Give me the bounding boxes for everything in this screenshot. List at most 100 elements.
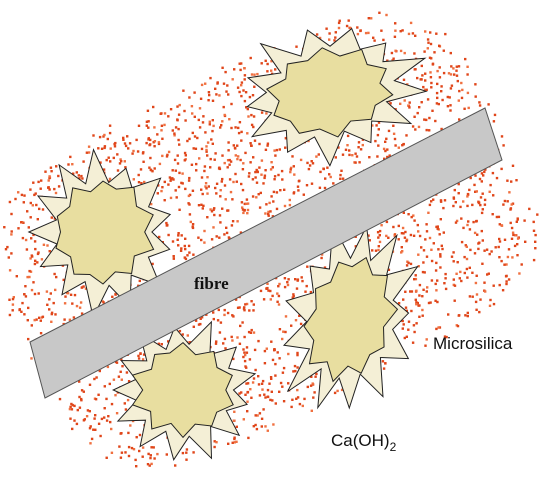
- particle: [270, 195, 272, 197]
- particle: [177, 234, 179, 236]
- particle: [342, 178, 344, 180]
- particle: [455, 221, 457, 223]
- particle: [233, 68, 235, 70]
- particle: [259, 394, 261, 396]
- particle: [149, 464, 151, 466]
- particle: [267, 396, 269, 398]
- particle: [375, 250, 377, 252]
- particle: [160, 113, 162, 115]
- particle: [244, 74, 246, 76]
- particle: [30, 357, 32, 359]
- particle: [212, 100, 214, 102]
- particle: [138, 357, 140, 359]
- particle: [402, 327, 404, 329]
- particle: [447, 313, 449, 315]
- particle: [404, 52, 406, 54]
- particle: [114, 394, 116, 396]
- particle: [235, 441, 237, 443]
- particle: [410, 263, 412, 265]
- particle: [408, 321, 410, 323]
- particle: [243, 336, 245, 338]
- particle: [135, 139, 137, 141]
- fibre-label: fibre: [194, 274, 229, 293]
- particle: [426, 256, 428, 258]
- particle: [452, 67, 454, 69]
- particle: [523, 219, 525, 221]
- particle: [247, 382, 249, 384]
- particle: [458, 99, 460, 101]
- particle: [348, 149, 350, 151]
- particle: [368, 156, 370, 158]
- particle: [219, 214, 221, 216]
- particle: [191, 105, 193, 107]
- particle: [48, 179, 50, 181]
- particle: [482, 208, 484, 210]
- particle: [184, 152, 186, 154]
- particle: [434, 120, 436, 122]
- particle: [177, 239, 179, 241]
- particle: [404, 291, 406, 293]
- particle: [437, 326, 439, 328]
- particle: [225, 227, 227, 229]
- particle: [147, 110, 149, 112]
- particle: [31, 289, 33, 291]
- particle: [413, 52, 415, 54]
- particle: [10, 252, 12, 254]
- particle: [225, 90, 227, 92]
- particle: [40, 320, 42, 322]
- particle: [238, 91, 240, 93]
- particle: [37, 181, 39, 183]
- particle: [423, 50, 425, 52]
- particle: [437, 248, 439, 250]
- particle: [38, 208, 40, 210]
- particle: [140, 168, 142, 170]
- particle: [264, 212, 266, 214]
- particle: [185, 459, 187, 461]
- particle: [69, 406, 71, 408]
- particle: [444, 33, 446, 35]
- particle: [514, 245, 516, 247]
- particle: [40, 179, 42, 181]
- particle: [306, 285, 308, 287]
- particle: [455, 201, 457, 203]
- particle: [59, 398, 61, 400]
- particle: [192, 226, 194, 228]
- particle: [86, 415, 88, 417]
- particle: [76, 305, 78, 307]
- particle: [188, 138, 190, 140]
- particle: [254, 140, 256, 142]
- particle: [126, 371, 128, 373]
- particle: [262, 408, 264, 410]
- particle: [211, 238, 213, 240]
- page: {"labels": {"fibre": "fibre", "microsili…: [0, 0, 559, 486]
- particle: [23, 201, 25, 203]
- particle: [297, 278, 299, 280]
- particle: [467, 315, 469, 317]
- particle: [9, 269, 11, 271]
- particle: [184, 256, 186, 258]
- particle: [453, 278, 455, 280]
- particle: [370, 17, 372, 19]
- particle: [294, 365, 296, 367]
- particle: [249, 142, 251, 144]
- particle: [133, 178, 135, 180]
- particle: [98, 423, 100, 425]
- particle: [469, 228, 471, 230]
- particle: [422, 86, 424, 88]
- particle: [233, 438, 235, 440]
- particle: [493, 120, 495, 122]
- particle: [201, 176, 203, 178]
- particle: [443, 50, 445, 52]
- particle: [306, 266, 308, 268]
- particle: [223, 314, 225, 316]
- particle: [481, 180, 483, 182]
- particle: [414, 68, 416, 70]
- particle: [203, 170, 205, 172]
- particle: [382, 39, 384, 41]
- particle: [104, 385, 106, 387]
- particle: [510, 222, 512, 224]
- particle: [218, 167, 220, 169]
- particle: [466, 195, 468, 197]
- particle: [48, 298, 50, 300]
- particle: [247, 437, 249, 439]
